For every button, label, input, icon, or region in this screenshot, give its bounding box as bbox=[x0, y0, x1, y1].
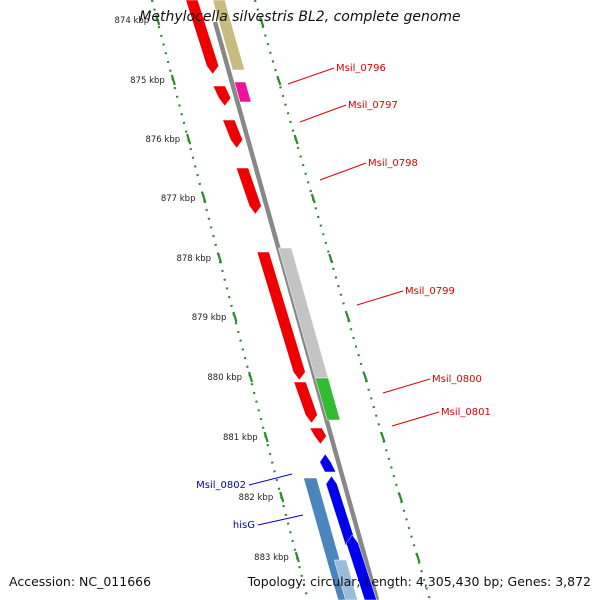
kbp-tick-label: 879 kbp bbox=[192, 313, 227, 323]
gene-label-msil_0798: Msil_0798 bbox=[368, 158, 418, 169]
kbp-tick bbox=[397, 492, 404, 503]
kbp-tick-label: 883 kbp bbox=[254, 553, 289, 563]
kbp-tick bbox=[380, 432, 386, 443]
gene-label-msil_0796: Msil_0796 bbox=[336, 63, 386, 74]
backbone-line bbox=[212, 21, 380, 600]
gene-leader-line bbox=[356, 290, 404, 306]
kbp-tick bbox=[263, 431, 269, 443]
kbp-tick bbox=[170, 74, 176, 86]
gene-label-msil_0797: Msil_0797 bbox=[348, 100, 398, 111]
kbp-tick bbox=[310, 193, 316, 204]
kbp-tick bbox=[259, 17, 265, 28]
kbp-tick bbox=[328, 253, 334, 264]
kbp-tick bbox=[186, 133, 192, 145]
gene-leader-line bbox=[299, 104, 347, 123]
kbp-tick bbox=[155, 14, 161, 26]
kbp-tick bbox=[345, 312, 351, 323]
gene-leader-line bbox=[287, 67, 335, 85]
kbp-tick bbox=[279, 491, 285, 503]
gene-leader-line bbox=[257, 514, 304, 526]
gene-block-green bbox=[314, 377, 341, 421]
gene-leader-line bbox=[391, 411, 440, 427]
gene-label-msil_0800: Msil_0800 bbox=[432, 374, 482, 385]
gene-label-hisg: hisG bbox=[233, 520, 255, 531]
gene-block-olive bbox=[212, 0, 245, 71]
kbp-tick-label: 878 kbp bbox=[176, 254, 211, 264]
kbp-tick-label: 875 kbp bbox=[130, 76, 165, 86]
kbp-tick-label: 877 kbp bbox=[161, 194, 196, 204]
genome-summary-text: Topology: circular; Length: 4,305,430 bp… bbox=[247, 574, 591, 589]
gene-block-lightblue bbox=[333, 559, 358, 600]
kbp-tick-label: 880 kbp bbox=[207, 373, 242, 383]
kbp-tick bbox=[293, 134, 299, 145]
gene-label-msil_0799: Msil_0799 bbox=[405, 286, 455, 297]
gene-block-red bbox=[212, 85, 232, 107]
gene-block-red bbox=[235, 167, 262, 215]
kbp-tick bbox=[362, 372, 369, 383]
kbp-tick-label: 882 kbp bbox=[239, 493, 274, 503]
kbp-tick-label: 876 kbp bbox=[145, 135, 180, 145]
kbp-tick-label: 874 kbp bbox=[115, 16, 150, 26]
gene-label-msil_0801: Msil_0801 bbox=[441, 407, 491, 418]
kbp-tick bbox=[201, 192, 207, 204]
gene-leader-line bbox=[319, 162, 367, 181]
gene-block-red bbox=[309, 427, 327, 445]
gene-block-magenta bbox=[234, 81, 252, 103]
kbp-tick bbox=[276, 75, 282, 86]
gene-leader-line bbox=[382, 378, 431, 394]
kbp-tick-label: 881 kbp bbox=[223, 433, 258, 443]
kbp-tick bbox=[247, 371, 254, 383]
genome-title: Methylocella silvestris BL2, complete ge… bbox=[139, 9, 461, 25]
gene-block-red bbox=[256, 251, 306, 381]
kbp-tick bbox=[217, 252, 223, 264]
kbp-tick bbox=[294, 551, 300, 563]
gene-block-blue bbox=[345, 534, 377, 600]
gene-block-blue bbox=[319, 453, 337, 473]
kbp-tick bbox=[232, 311, 238, 323]
gene-label-msil_0802: Msil_0802 bbox=[196, 480, 246, 491]
accession-text: Accession: NC_011666 bbox=[9, 574, 152, 589]
gene-leader-line bbox=[248, 473, 293, 486]
gene-block-red bbox=[185, 0, 219, 75]
kbp-tick bbox=[415, 552, 421, 563]
gene-block-red bbox=[222, 119, 243, 149]
gene-block-red bbox=[293, 381, 318, 424]
